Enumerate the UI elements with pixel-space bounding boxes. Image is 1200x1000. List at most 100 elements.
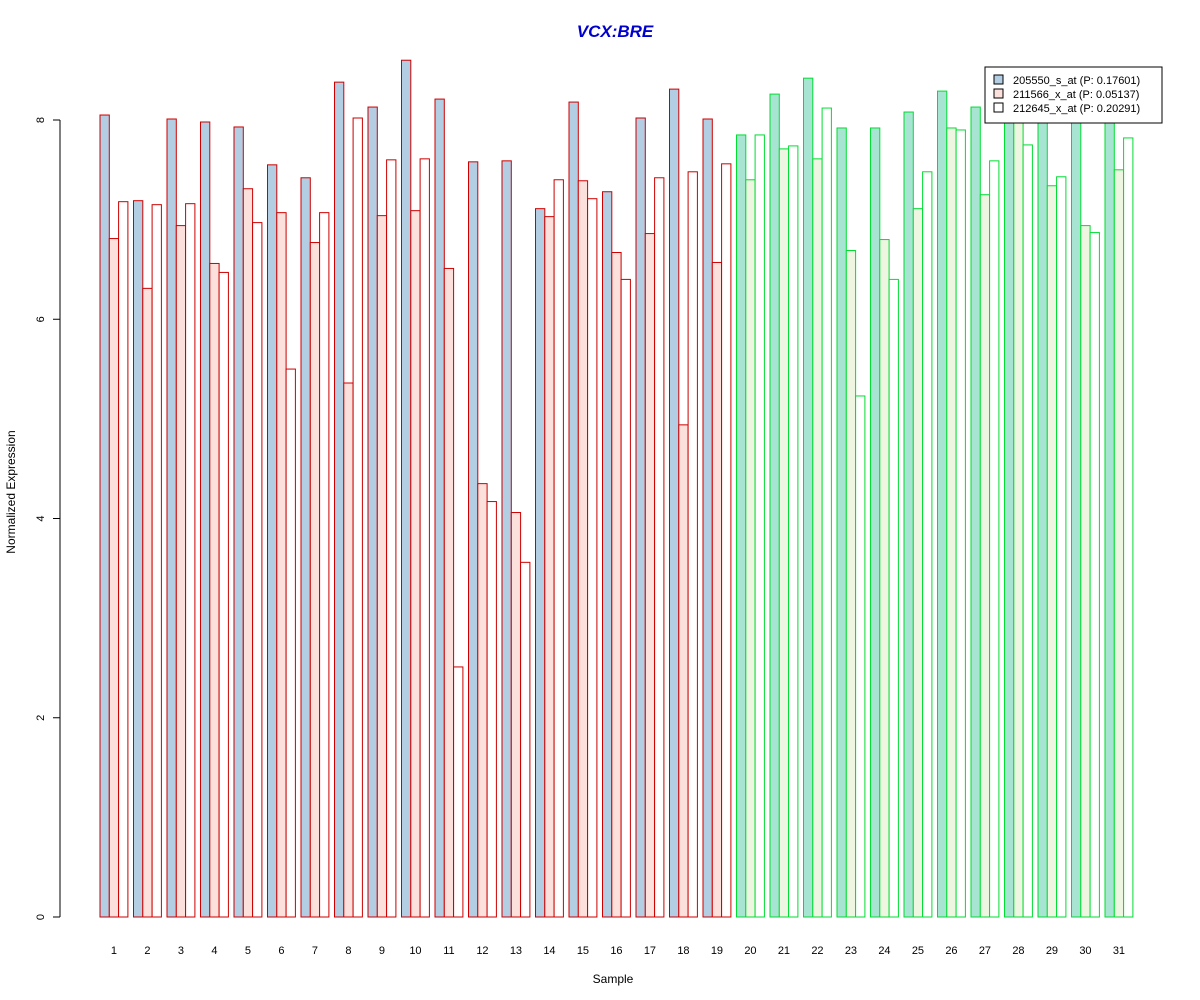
bar: [955, 129, 966, 918]
bar: [922, 171, 933, 918]
bar: [544, 216, 555, 918]
bar: [133, 200, 144, 918]
x-tick-label: 8: [345, 945, 351, 957]
bar: [1056, 176, 1067, 918]
bar: [151, 204, 162, 918]
bar: [1104, 119, 1115, 918]
x-tick-label: 22: [811, 945, 823, 957]
bar: [888, 278, 899, 918]
bar: [687, 171, 698, 918]
bar: [477, 483, 488, 918]
bar: [1123, 137, 1134, 918]
x-tick-label: 24: [878, 945, 890, 957]
x-tick-label: 30: [1079, 945, 1091, 957]
x-tick-label: 6: [278, 945, 284, 957]
x-tick-label: 2: [144, 945, 150, 957]
bar: [367, 106, 378, 918]
bar: [611, 252, 622, 918]
bar: [870, 127, 881, 918]
x-tick-label: 12: [476, 945, 488, 957]
bar: [946, 127, 957, 918]
x-tick-label: 3: [178, 945, 184, 957]
x-tick-label: 4: [211, 945, 217, 957]
bar: [635, 117, 646, 918]
bar: [654, 177, 665, 918]
bar: [845, 250, 857, 918]
bar: [309, 242, 321, 918]
x-tick-label: 7: [312, 945, 318, 957]
x-tick-labels: 1 2 3 4 5 6 7 8 9 10 11 12 13 14 15 16 17 18 19 20 21 22 23 24 2…: [111, 945, 1125, 957]
y-tick-label: 2: [35, 715, 47, 721]
bar: [721, 163, 732, 918]
x-tick-label: 17: [644, 945, 656, 957]
bar: [267, 164, 278, 918]
bar: [553, 179, 564, 918]
y-axis: 0 2 4 6 8: [35, 117, 61, 920]
x-tick-label: 18: [677, 945, 689, 957]
bar: [1013, 119, 1024, 918]
bar: [788, 145, 799, 918]
bar: [108, 238, 120, 918]
bar: [1037, 119, 1048, 918]
x-tick-label: 11: [443, 945, 454, 957]
bar: [1046, 185, 1058, 918]
bar: [285, 368, 296, 918]
bar: [912, 208, 924, 918]
bar: [118, 201, 129, 918]
bar: [343, 382, 354, 918]
legend-entry: 212645_x_at (P: 0.20291): [1013, 103, 1140, 115]
bar: [577, 180, 589, 918]
bar: [803, 77, 814, 918]
bar: [1022, 144, 1033, 918]
bar: [276, 212, 287, 918]
y-axis-label: Normalized Expression: [4, 430, 18, 553]
bar: [855, 395, 866, 918]
bar: [821, 107, 832, 918]
bar: [1080, 225, 1091, 918]
bar: [386, 159, 397, 918]
bar: [218, 271, 229, 918]
bar: [669, 88, 680, 918]
bar: [209, 262, 220, 918]
x-tick-label: 5: [245, 945, 251, 957]
bar: [1089, 232, 1100, 918]
x-tick-label: 21: [778, 945, 790, 957]
legend-swatch: [993, 74, 1004, 85]
bar: [419, 158, 430, 918]
bar: [166, 118, 177, 918]
bar: [376, 215, 388, 918]
legend-entry: 211566_x_at (P: 0.05137): [1013, 89, 1139, 101]
bar: [242, 188, 254, 918]
bar: [989, 160, 1000, 918]
bar: [175, 225, 187, 918]
bar: [468, 161, 479, 918]
bar: [501, 160, 512, 918]
x-tick-label: 28: [1012, 945, 1024, 957]
bar: [319, 212, 330, 918]
y-tick-label: 8: [35, 117, 47, 123]
bar: [520, 561, 531, 918]
x-tick-label: 19: [711, 945, 723, 957]
bar: [678, 424, 689, 918]
x-tick-label: 16: [610, 945, 622, 957]
bar: [620, 278, 631, 918]
bar: [401, 59, 412, 918]
bar: [644, 233, 656, 918]
bar: [778, 148, 790, 918]
x-tick-label: 15: [577, 945, 589, 957]
x-tick-label: 14: [543, 945, 555, 957]
legend-swatch: [993, 102, 1004, 113]
x-tick-label: 27: [979, 945, 991, 957]
bar: [185, 203, 196, 918]
legend-swatch: [993, 88, 1004, 99]
bar: [200, 121, 211, 918]
bar: [434, 98, 445, 918]
bar: [535, 208, 546, 918]
bar: [937, 90, 948, 918]
y-tick-label: 0: [35, 914, 47, 920]
bar: [252, 222, 263, 918]
y-tick-label: 4: [35, 515, 47, 521]
bar: [510, 512, 522, 918]
bar: [300, 177, 311, 918]
bar: [812, 158, 823, 918]
